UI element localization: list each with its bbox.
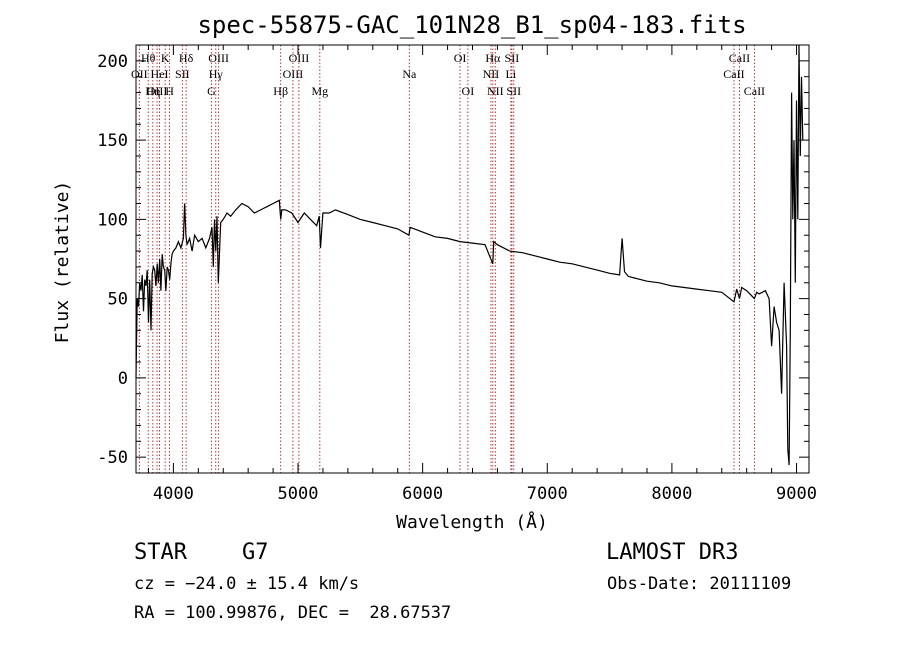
spectrum-line (135, 44, 804, 466)
line-marker-label: CaII (729, 51, 750, 65)
line-marker-label: OII (131, 67, 148, 81)
line-marker-label: Na (402, 67, 417, 81)
line-marker-label: Hγ (209, 67, 224, 81)
line-marker-label: Hθ (141, 51, 156, 65)
line-marker-label: Hα (485, 51, 501, 65)
y-tick-label: 150 (97, 131, 128, 151)
line-marker-label: OIII (147, 84, 168, 98)
x-tick-label: 6000 (402, 484, 443, 504)
x-tick-label: 7000 (527, 484, 568, 504)
y-axis: -50 0 50 100 150 200 (97, 52, 809, 468)
plot-frame (135, 44, 810, 474)
object-type: STAR (134, 540, 187, 565)
x-tick-label: 9000 (776, 484, 817, 504)
line-marker-label: Li (506, 67, 517, 81)
sky-coordinates: RA = 100.99876, DEC = 28.67537 (134, 603, 452, 623)
line-marker-label: Mg (311, 84, 328, 98)
redshift-velocity: cz = −24.0 ± 15.4 km/s (134, 574, 360, 594)
emission-line-markers (138, 45, 755, 473)
line-marker-label: NII (487, 84, 504, 98)
line-marker-label: SII (175, 67, 190, 81)
line-marker-label: OIII (283, 67, 304, 81)
x-tick-label: 8000 (651, 484, 692, 504)
line-marker-label: G (207, 84, 216, 98)
observation-date: Obs-Date: 20111109 (607, 574, 792, 594)
line-marker-label: Hβ (273, 84, 288, 98)
line-marker-label: HeI (151, 67, 169, 81)
line-marker-label: OI (454, 51, 467, 65)
line-marker-label: SII (505, 51, 520, 65)
x-axis: 4000 5000 6000 7000 8000 9000 (147, 45, 817, 504)
line-marker-label: Hδ (179, 51, 194, 65)
survey-name: LAMOST DR3 (606, 540, 739, 565)
y-tick-label: -50 (97, 448, 128, 468)
line-marker-label: OIII (208, 51, 229, 65)
y-tick-label: 0 (118, 369, 128, 389)
line-marker-label: SII (506, 84, 521, 98)
x-tick-label: 5000 (278, 484, 319, 504)
line-marker-label: CaII (723, 67, 744, 81)
x-tick-label: 4000 (153, 484, 194, 504)
y-tick-label: 100 (97, 210, 128, 230)
line-marker-label: NII (483, 67, 500, 81)
line-marker-label: K (161, 51, 170, 65)
line-marker-label: OI (462, 84, 475, 98)
y-tick-label: 200 (97, 52, 128, 72)
line-marker-label: H (165, 84, 174, 98)
spectral-subclass: G7 (242, 540, 269, 565)
line-marker-label: Hη (145, 84, 160, 98)
chart-title: spec-55875-GAC_101N28_B1_sp04-183.fits (197, 11, 746, 39)
y-axis-label: Flux (relative) (52, 181, 73, 344)
y-tick-label: 50 (108, 290, 128, 310)
line-marker-label: CaII (744, 84, 765, 98)
x-axis-label: Wavelength (Å) (396, 511, 548, 533)
line-marker-label: OIII (289, 51, 310, 65)
